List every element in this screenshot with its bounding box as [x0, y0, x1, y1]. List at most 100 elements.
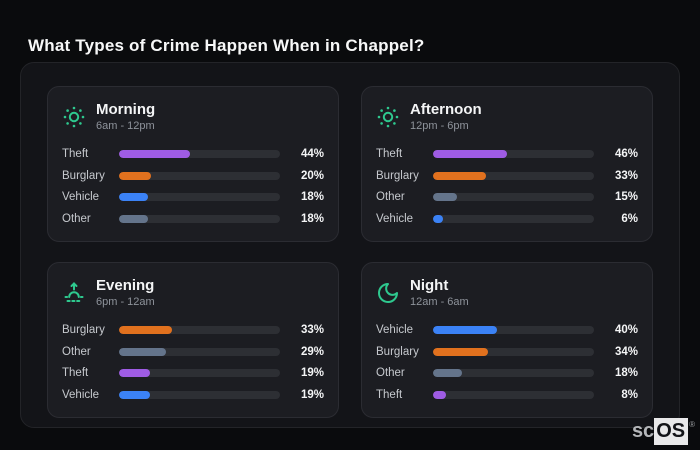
bar-track: [119, 347, 280, 356]
panel-title: Evening: [96, 277, 155, 294]
bar-fill: [433, 193, 458, 202]
bar-track: [433, 193, 594, 202]
category-label: Vehicle: [62, 191, 100, 204]
sun-icon: [62, 105, 86, 129]
value-label: 18%: [300, 191, 324, 204]
category-label: Burglary: [376, 169, 419, 182]
bar-row: Vehicle 6%: [376, 213, 638, 225]
value-label: 34%: [614, 345, 638, 358]
bar-row: Vehicle 19%: [62, 389, 324, 401]
bar-fill: [119, 390, 150, 399]
value-label: 29%: [300, 345, 324, 358]
page-title: What Types of Crime Happen When in Chapp…: [28, 36, 425, 56]
panel-header: Afternoon 12pm - 6pm: [376, 101, 638, 132]
category-label: Other: [62, 212, 91, 225]
value-label: 19%: [300, 388, 324, 401]
panel-time-range: 12pm - 6pm: [410, 120, 469, 133]
time-period-panel: Morning 6am - 12pm Theft 44% Burglary 20% Ve…: [47, 86, 339, 242]
category-label: Vehicle: [376, 212, 414, 225]
value-label: 46%: [614, 148, 638, 161]
bar-track: [433, 326, 594, 335]
bar-row: Other 15%: [376, 191, 638, 203]
bar-rows: Theft 46% Burglary 33% Other 15% Vehicle 6%: [376, 148, 638, 225]
category-label: Theft: [62, 367, 89, 380]
bar-fill: [119, 214, 148, 223]
bar-row: Theft 8%: [376, 389, 638, 401]
category-label: Theft: [376, 388, 403, 401]
panel-title: Morning: [96, 101, 156, 118]
bar-row: Other 18%: [62, 213, 324, 225]
panel-heading: Evening 6pm - 12am: [96, 277, 155, 308]
scos-logo-prefix: sc: [631, 420, 655, 442]
panel-heading: Night 12am - 6am: [410, 277, 469, 308]
scos-logo: sc OS ®: [631, 418, 695, 445]
panels-grid: Morning 6am - 12pm Theft 44% Burglary 20% Ve…: [47, 86, 653, 418]
time-period-panel: Night 12am - 6am Vehicle 40% Burglary 34% Ot…: [361, 262, 653, 418]
scos-logo-suffix: OS: [654, 418, 689, 445]
bar-track: [119, 150, 280, 159]
bar-track: [119, 214, 280, 223]
panel-time-range: 12am - 6am: [410, 296, 469, 309]
category-label: Theft: [376, 148, 403, 161]
bar-fill: [433, 369, 462, 378]
value-label: 18%: [300, 212, 324, 225]
panel-title: Night: [410, 277, 449, 294]
bar-fill: [119, 369, 150, 378]
bar-rows: Burglary 33% Other 29% Theft 19% Vehicle 19%: [62, 324, 324, 401]
bar-row: Burglary 20%: [62, 170, 324, 182]
category-label: Theft: [62, 148, 89, 161]
bar-fill: [433, 326, 498, 335]
panel-header: Evening 6pm - 12am: [62, 277, 324, 308]
bar-track: [119, 390, 280, 399]
bar-row: Theft 44%: [62, 148, 324, 160]
bar-track: [119, 193, 280, 202]
category-label: Other: [62, 345, 91, 358]
panel-header: Night 12am - 6am: [376, 277, 638, 308]
crime-dashboard-card: Morning 6am - 12pm Theft 44% Burglary 20% Ve…: [20, 62, 680, 428]
value-label: 18%: [614, 367, 638, 380]
value-label: 44%: [300, 148, 324, 161]
category-label: Burglary: [62, 169, 105, 182]
value-label: 33%: [614, 169, 638, 182]
bar-rows: Theft 44% Burglary 20% Vehicle 18% Other 18%: [62, 148, 324, 225]
sun-icon: [376, 105, 400, 129]
registered-trademark-icon: ®: [689, 420, 695, 429]
bar-fill: [119, 150, 190, 159]
bar-fill: [433, 390, 446, 399]
value-label: 40%: [614, 324, 638, 337]
category-label: Burglary: [62, 324, 105, 337]
bar-fill: [119, 347, 166, 356]
value-label: 15%: [614, 191, 638, 204]
bar-fill: [119, 193, 148, 202]
panel-title: Afternoon: [410, 101, 482, 118]
bar-row: Vehicle 40%: [376, 324, 638, 336]
panel-heading: Morning 6am - 12pm: [96, 101, 155, 132]
category-label: Other: [376, 367, 405, 380]
bar-track: [433, 150, 594, 159]
panel-heading: Afternoon 12pm - 6pm: [410, 101, 482, 132]
time-period-panel: Evening 6pm - 12am Burglary 33% Other 29% Th…: [47, 262, 339, 418]
panel-header: Morning 6am - 12pm: [62, 101, 324, 132]
value-label: 19%: [300, 367, 324, 380]
bar-fill: [119, 171, 152, 180]
bar-row: Theft 19%: [62, 367, 324, 379]
bar-track: [433, 390, 594, 399]
bar-fill: [433, 150, 508, 159]
value-label: 20%: [300, 169, 324, 182]
bar-rows: Vehicle 40% Burglary 34% Other 18% Theft 8%: [376, 324, 638, 401]
bar-track: [433, 214, 594, 223]
category-label: Vehicle: [376, 324, 414, 337]
bar-fill: [433, 214, 443, 223]
category-label: Vehicle: [62, 388, 100, 401]
bar-row: Burglary 33%: [376, 170, 638, 182]
panel-time-range: 6pm - 12am: [96, 296, 155, 309]
panel-time-range: 6am - 12pm: [96, 120, 155, 133]
sunrise-icon: [62, 281, 86, 305]
bar-track: [433, 369, 594, 378]
bar-track: [119, 326, 280, 335]
bar-track: [119, 369, 280, 378]
bar-fill: [433, 171, 487, 180]
bar-row: Vehicle 18%: [62, 191, 324, 203]
category-label: Other: [376, 191, 405, 204]
bar-row: Theft 46%: [376, 148, 638, 160]
